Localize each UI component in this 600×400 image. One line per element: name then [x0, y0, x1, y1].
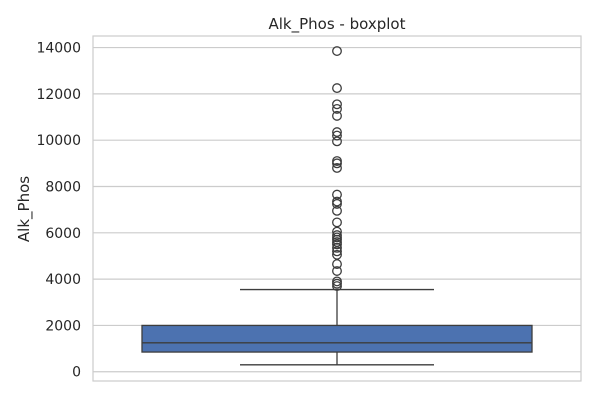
outlier-point: [332, 127, 342, 138]
outlier-point: [332, 205, 342, 216]
y-tick-label: 0: [72, 365, 81, 381]
outlier-point: [332, 259, 342, 270]
outlier-point: [332, 156, 342, 166]
y-tick-label: 2000: [45, 318, 81, 334]
outlier-point: [332, 163, 342, 173]
plot-area-frame: [92, 35, 582, 382]
y-tick-labels: 0 2000 4000 6000 8000 10000 12000 14000: [36, 41, 81, 381]
outlier-point: [332, 46, 342, 57]
outlier-point: [332, 266, 342, 276]
outlier-point: [332, 226, 342, 237]
outlier-point: [332, 230, 342, 241]
outlier-point: [332, 110, 342, 121]
y-tick-label: 14000: [36, 41, 81, 57]
outlier-point: [332, 246, 342, 257]
outlier-point: [332, 103, 342, 114]
y-tick-label: 8000: [45, 180, 81, 196]
box-group: [141, 288, 533, 366]
outlier-points: [332, 46, 342, 292]
y-tick-label: 4000: [45, 272, 81, 288]
outlier-point: [332, 217, 342, 228]
outlier-point: [332, 83, 342, 94]
interquartile-box: [141, 324, 533, 353]
outlier-point: [332, 196, 342, 207]
y-tick-label: 10000: [36, 133, 81, 149]
outlier-point: [332, 189, 342, 200]
y-tick-label: 6000: [45, 226, 81, 242]
outlier-point: [332, 99, 342, 110]
outlier-point: [332, 249, 342, 260]
chart-title: Alk_Phos - boxplot: [269, 15, 406, 34]
outlier-point: [332, 276, 342, 287]
outlier-point: [332, 136, 342, 147]
y-axis-label: Alk_Phos: [15, 176, 34, 242]
outlier-point: [332, 130, 342, 141]
y-tick-label: 12000: [36, 87, 81, 103]
